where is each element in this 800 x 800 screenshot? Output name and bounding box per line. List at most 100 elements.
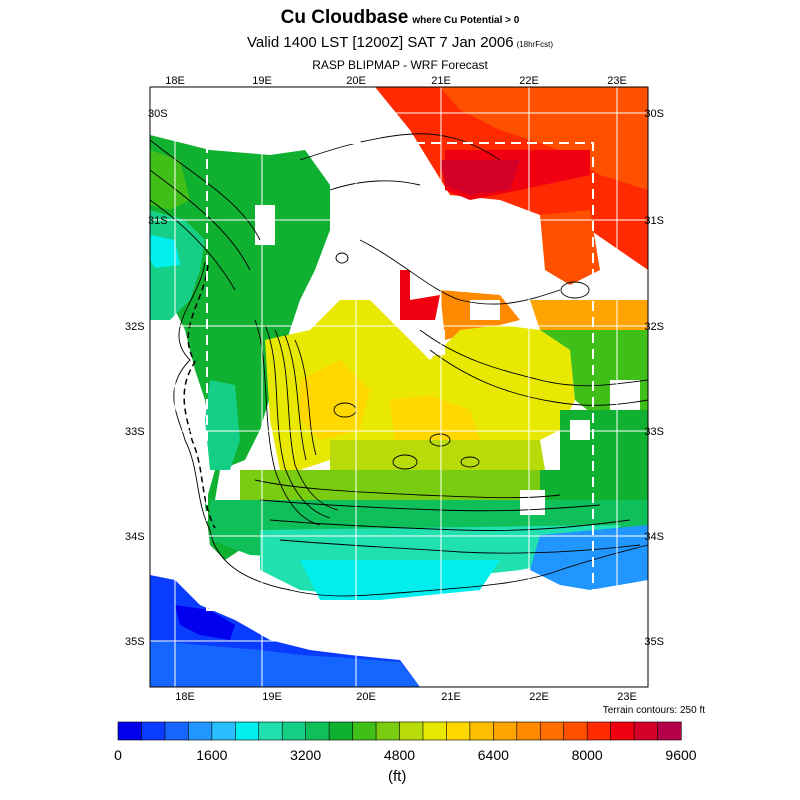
terrain-contour <box>284 334 307 461</box>
terrain-contour <box>299 133 501 161</box>
terrain-contour <box>392 454 418 470</box>
terrain-contour <box>149 139 261 241</box>
lat-label-left: 30S <box>148 108 168 120</box>
cloudbase-cell <box>300 560 500 600</box>
terrain-contour <box>294 339 317 456</box>
cloudbase-cell <box>530 525 648 590</box>
terrain-contour <box>329 180 421 191</box>
colorbar-swatch <box>516 721 541 741</box>
lon-label-top: 19E <box>252 75 272 87</box>
cloudbase-cell <box>610 380 640 410</box>
cloudbase-cell <box>175 605 235 640</box>
terrain-contour <box>279 539 641 554</box>
lon-label-top: 20E <box>346 75 366 87</box>
colorbar-swatch <box>305 721 330 741</box>
terrain-contour <box>149 199 236 291</box>
colorbar-tick-labels: 0 1600 3200 4800 6400 8000 9600 <box>114 747 697 763</box>
lat-label-right: 32S <box>644 321 664 333</box>
colorbar-swatch <box>422 721 448 741</box>
terrain-contour <box>269 519 631 531</box>
colorbar-swatch <box>281 721 307 741</box>
colorbar-tick-label: 4800 <box>384 747 415 763</box>
valid-time-text: Valid 1400 LST [1200Z] SAT 7 Jan 2006 <box>246 34 514 51</box>
terrain-contour <box>560 281 590 299</box>
colorbar-swatch <box>633 721 659 741</box>
terrain-note: Terrain contours: 250 ft <box>602 705 705 716</box>
title-qualifier: where Cu Potential > 0 <box>412 15 520 26</box>
cloudbase-cell <box>205 380 240 470</box>
lon-label-bottom: 23E <box>617 691 637 703</box>
lat-label-right: 30S <box>644 108 664 120</box>
colorbar-swatch <box>352 721 377 741</box>
lon-label-bottom: 18E <box>175 691 195 703</box>
terrain-contour <box>460 456 480 468</box>
model-name: RASP BLIPMAP - WRF Forecast <box>312 58 488 72</box>
lon-label-top: 21E <box>431 75 451 87</box>
colorbar-unit: (ft) <box>388 768 407 785</box>
cloudbase-cell <box>590 600 648 687</box>
forecast-tag: (18hrFcst) <box>516 40 554 49</box>
terrain-contour <box>429 349 649 406</box>
terrain-contour <box>429 433 451 447</box>
map-labels: 18E 19E 20E 21E 22E 23E 18E 19E 20E 21E 22E 23E 30S 3… <box>125 75 664 703</box>
colorbar-swatch <box>563 721 588 741</box>
colorbar-swatch <box>375 721 401 741</box>
cloudbase-cell <box>520 490 545 515</box>
cloudbase-cell <box>150 640 420 687</box>
coast-dashed-line <box>183 264 216 529</box>
cloudbase-cell <box>300 360 370 440</box>
colorbar-swatch <box>234 721 260 741</box>
colorbar-swatch <box>657 721 682 741</box>
lat-label-left: 34S <box>125 531 145 543</box>
cloudbase-cell <box>440 160 520 195</box>
lon-label-top: 18E <box>165 75 185 87</box>
cloudbase-cell <box>540 210 600 285</box>
cloudbase-cell <box>530 300 648 330</box>
lat-label-right: 34S <box>644 531 664 543</box>
colorbar-tick-label: 3200 <box>290 747 321 763</box>
colorbar-swatch <box>258 721 283 741</box>
lat-label-left: 31S <box>148 215 168 227</box>
colorbar-swatch <box>493 721 518 741</box>
map-title: Cu Cloudbase where Cu Potential > 0 <box>0 6 800 33</box>
colorbar-swatch <box>586 721 612 741</box>
title-block: Cu Cloudbase where Cu Potential > 0 Valid… <box>0 6 800 73</box>
cloudbase-field <box>150 87 648 687</box>
colorbar-tick-label: 6400 <box>478 747 509 763</box>
lat-label-right: 35S <box>644 636 664 648</box>
terrain-contour <box>359 239 561 305</box>
cloudbase-cell <box>150 235 180 268</box>
colorbar-swatch <box>117 721 143 741</box>
lon-label-bottom: 22E <box>529 691 549 703</box>
lon-label-bottom: 20E <box>356 691 376 703</box>
lat-lon-grid <box>150 87 648 687</box>
cloudbase-cell <box>240 470 565 505</box>
terrain-contour <box>264 324 331 519</box>
title-main: Cu Cloudbase <box>280 7 409 28</box>
lat-label-left: 35S <box>125 636 145 648</box>
colorbar-swatches <box>117 721 682 741</box>
colorbar-swatch <box>141 721 166 741</box>
lon-label-bottom: 21E <box>441 691 461 703</box>
cloudbase-cell <box>150 150 190 210</box>
lat-label-left: 33S <box>125 426 145 438</box>
colorbar-tick-label: 9600 <box>665 747 696 763</box>
lat-label-right: 31S <box>644 215 664 227</box>
inner-domain-boundary <box>206 142 594 611</box>
lat-label-right: 33S <box>644 426 664 438</box>
colorbar-swatch <box>211 721 236 741</box>
colorbar-swatch <box>539 721 565 741</box>
colorbar-tick-label: 1600 <box>196 747 227 763</box>
lat-label-left: 32S <box>125 321 145 333</box>
lon-label-top: 23E <box>607 75 627 87</box>
cloudbase-cell <box>330 440 545 475</box>
cloudbase-cell <box>255 205 275 245</box>
colorbar-swatch <box>399 721 424 741</box>
cloudbase-cell <box>570 420 590 440</box>
colorbar-swatch <box>610 721 635 741</box>
colorbar-swatch <box>164 721 189 741</box>
cloudbase-cell <box>400 270 440 320</box>
terrain-contour <box>335 252 349 264</box>
